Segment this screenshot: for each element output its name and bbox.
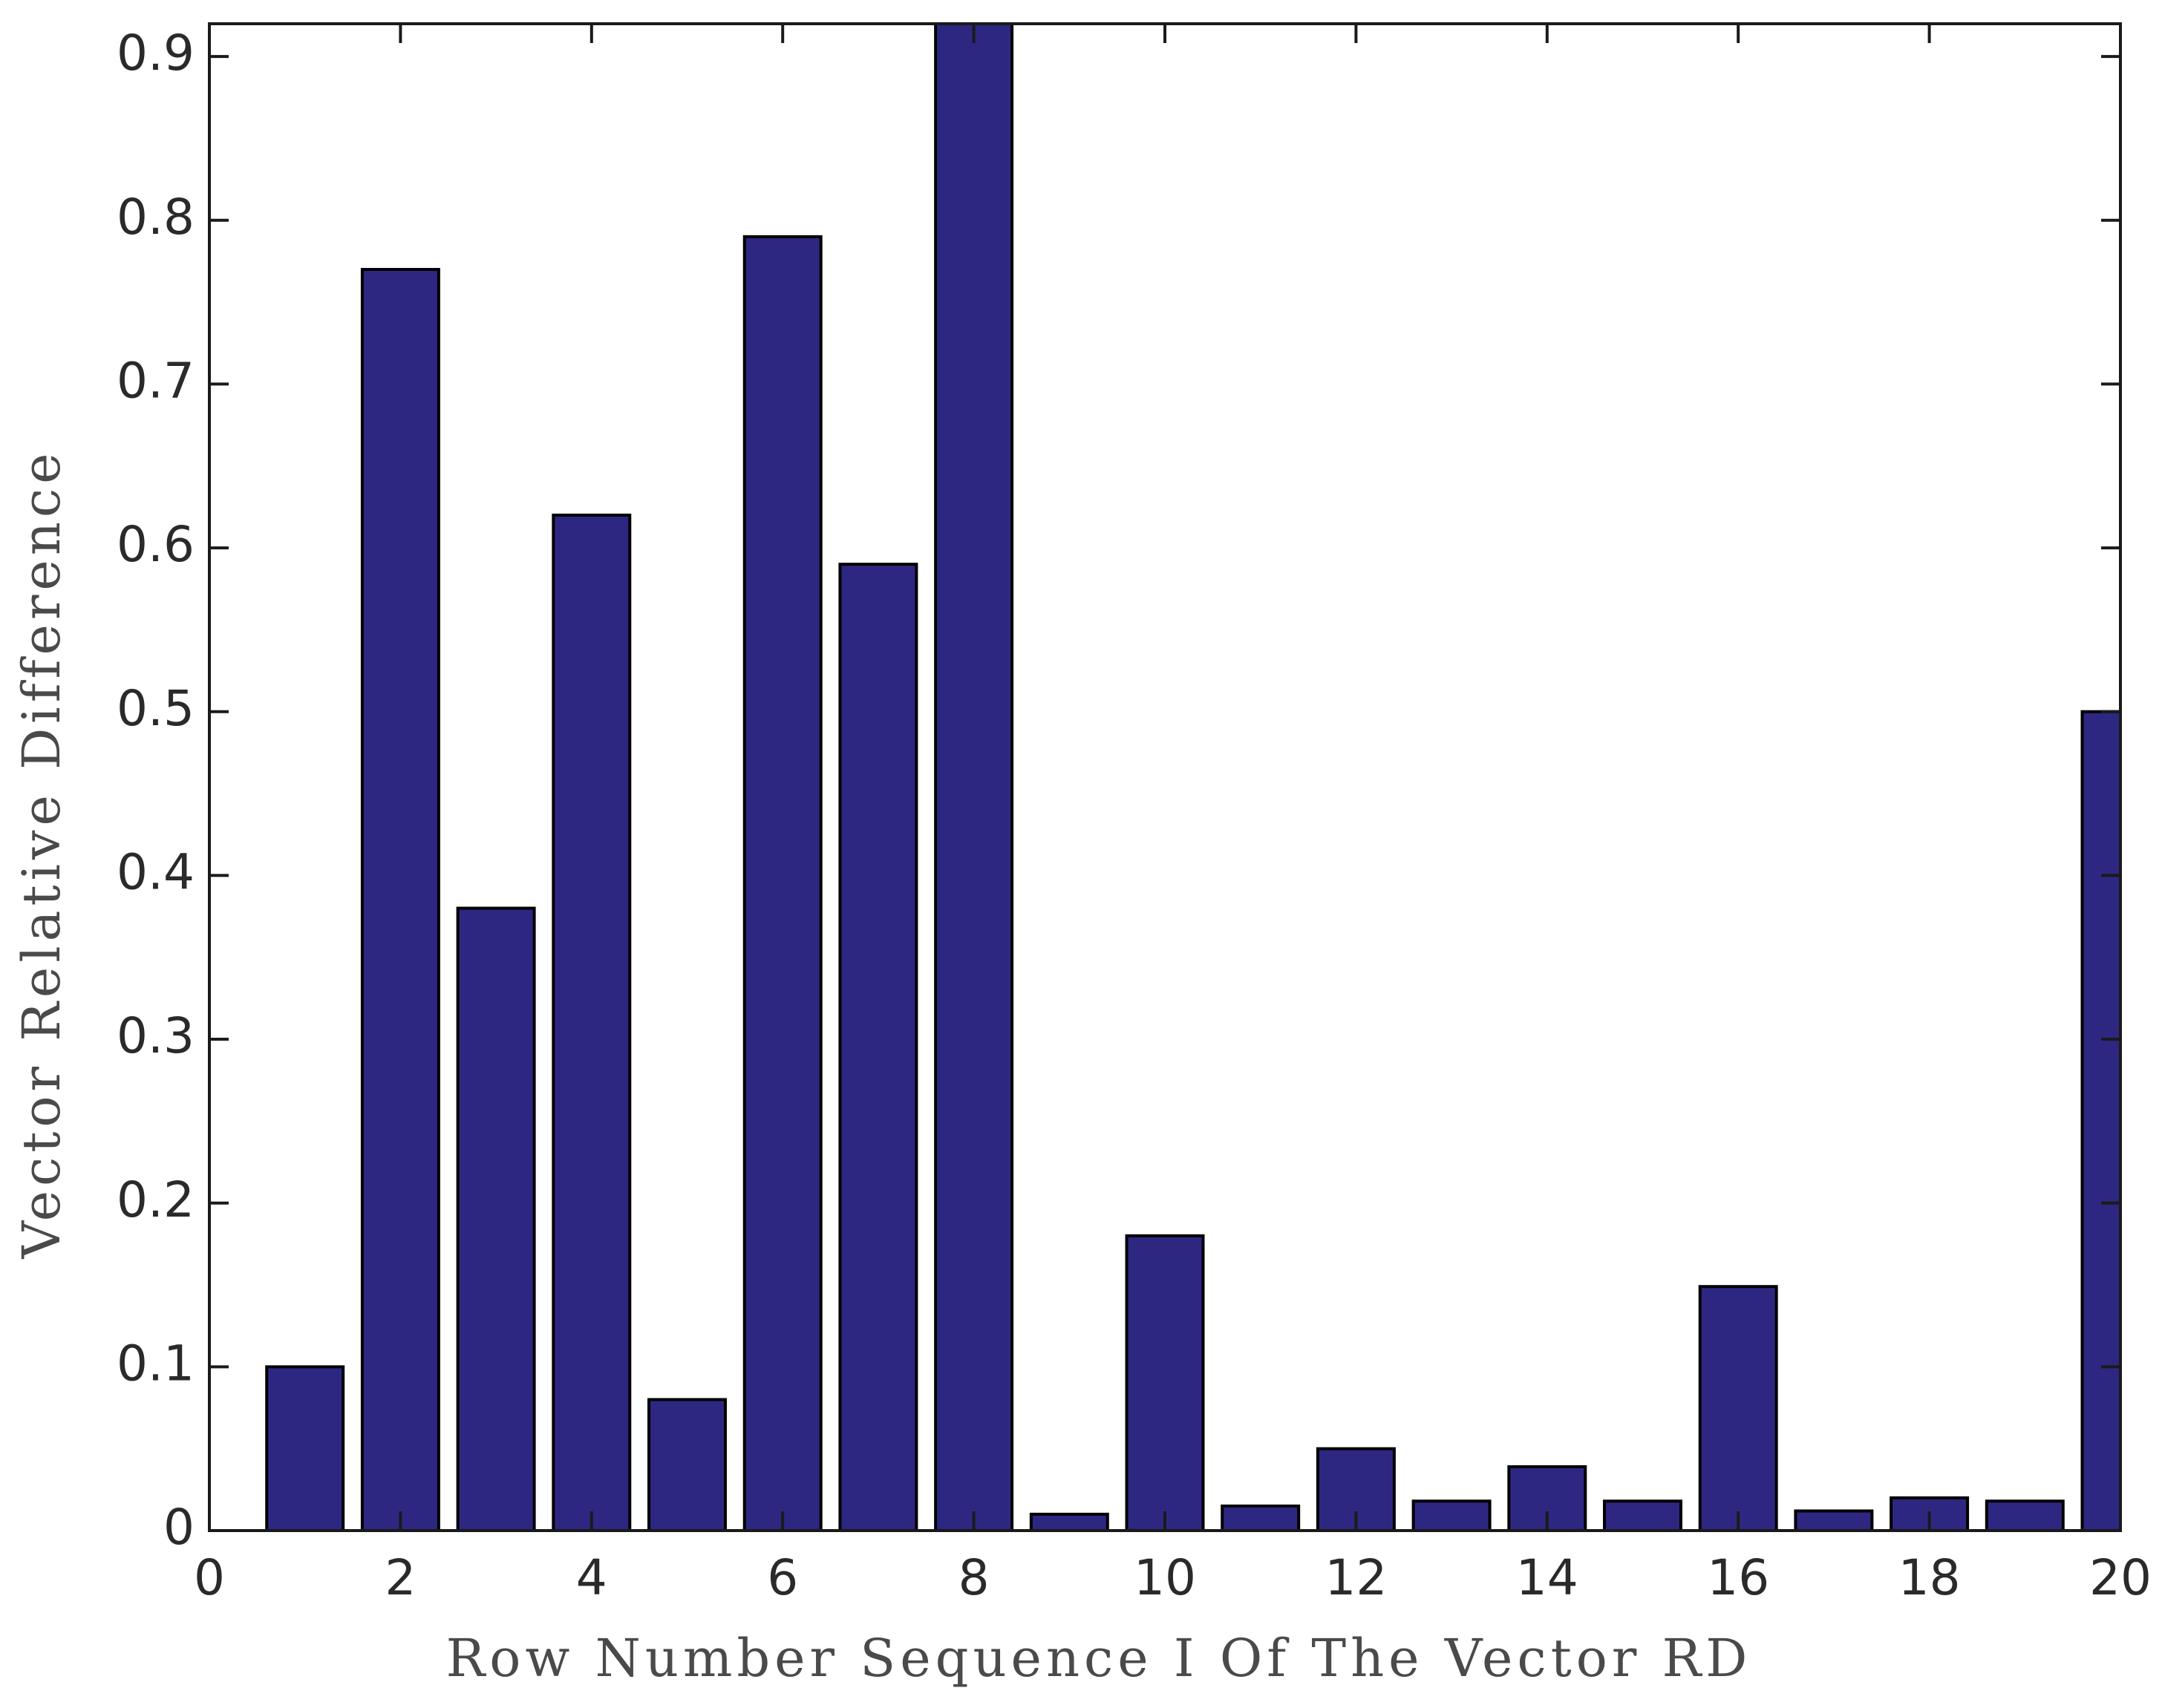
x-tick-label: 4 (576, 1549, 607, 1606)
bar-1 (265, 1365, 345, 1532)
bar-11 (1221, 1504, 1301, 1533)
bar-13 (1411, 1499, 1492, 1532)
x-tick-label: 6 (767, 1549, 798, 1606)
x-tick-label: 18 (1898, 1549, 1961, 1606)
x-tick-label: 12 (1325, 1549, 1387, 1606)
bars (265, 22, 2123, 1533)
x-axis-tick-labels: 0 2 4 6 8 10 12 14 16 18 20 (194, 1549, 2152, 1606)
bar-7 (838, 563, 918, 1532)
bar-20 (2080, 710, 2123, 1532)
x-tick-label: 0 (194, 1549, 225, 1606)
bar-3 (456, 906, 536, 1532)
y-tick-label: 0.1 (117, 1335, 195, 1392)
y-tick-label: 0.8 (117, 189, 195, 246)
y-axis-tick-labels: 0 0.1 0.2 0.3 0.4 0.5 0.6 0.7 0.8 0.9 (117, 24, 195, 1556)
axis-ticks (208, 24, 2122, 1532)
y-tick-label: 0.2 (117, 1171, 195, 1228)
bar-10 (1125, 1234, 1205, 1532)
bar-4 (552, 513, 632, 1532)
bar-8 (934, 22, 1014, 1532)
y-tick-label: 0.3 (117, 1007, 195, 1064)
y-tick-label: 0.5 (117, 680, 195, 737)
x-tick-label: 2 (385, 1549, 416, 1606)
y-tick-label: 0.4 (117, 843, 195, 900)
y-axis-title: Vector Relative Difference (11, 448, 72, 1259)
x-tick-label: 20 (2089, 1549, 2152, 1606)
x-axis-title: Row Number Sequence I Of The Vector RD (446, 1628, 1752, 1689)
y-tick-label: 0 (163, 1499, 195, 1556)
bar-2 (360, 267, 440, 1532)
x-tick-label: 16 (1707, 1549, 1769, 1606)
x-tick-label: 8 (958, 1549, 990, 1606)
y-tick-label: 0.9 (117, 24, 195, 82)
x-tick-label: 10 (1134, 1549, 1196, 1606)
bar-9 (1029, 1512, 1109, 1533)
bar-5 (647, 1398, 727, 1533)
bar-15 (1603, 1499, 1682, 1532)
bar-16 (1698, 1285, 1778, 1532)
y-tick-label: 0.7 (117, 352, 195, 409)
y-tick-label: 0.6 (117, 516, 195, 573)
bar-17 (1794, 1509, 1874, 1532)
x-tick-label: 14 (1516, 1549, 1578, 1606)
bar-6 (742, 235, 823, 1533)
bar-19 (1985, 1499, 2065, 1532)
